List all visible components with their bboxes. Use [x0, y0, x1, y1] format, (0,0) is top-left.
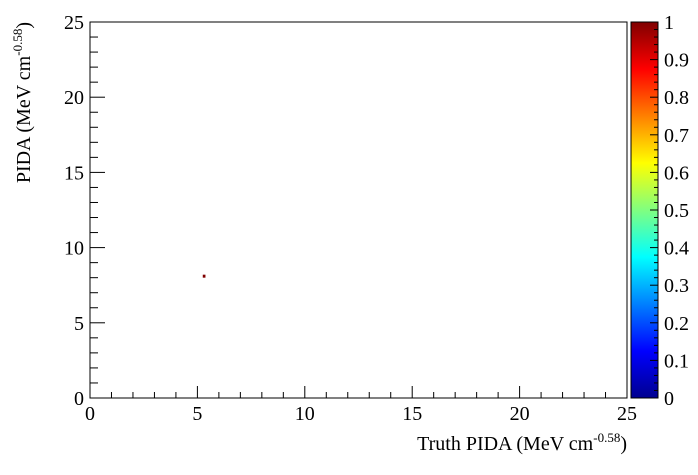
colorbar-tick-label-7: 0.7	[664, 125, 689, 147]
colorbar-tick-label-4: 0.4	[664, 238, 689, 260]
y-tick-label-1: 5	[74, 313, 84, 335]
colorbar-tick-label-8: 0.8	[664, 87, 689, 109]
y-tick-label-0: 0	[74, 388, 84, 410]
y-tick-label-3: 15	[64, 162, 84, 184]
colorbar-tick-label-3: 0.3	[664, 275, 689, 297]
colorbar-tick-label-1: 0.1	[664, 350, 689, 372]
x-tick-label-0: 0	[85, 403, 95, 425]
colorbar-tick-label-10: 1	[664, 12, 674, 34]
colorbar-tick-label-5: 0.5	[664, 200, 689, 222]
x-tick-label-5: 25	[617, 403, 637, 425]
heatmap-bins	[202, 274, 206, 278]
x-axis: 0 5 10 15 20 25	[85, 386, 637, 425]
colorbar-tick-label-2: 0.2	[664, 313, 689, 335]
y-tick-label-5: 25	[64, 12, 84, 34]
colorbar-tick-label-0: 0	[664, 388, 674, 410]
y-tick-label-2: 10	[64, 238, 84, 260]
y-axis: 0 5 10 15 20 25	[64, 12, 105, 410]
x-tick-label-4: 20	[510, 403, 530, 425]
colorbar-axis: 0 0.1 0.2 0.3 0.4 0.5 0.6 0.7 0.8 0.9 1	[650, 12, 689, 410]
y-tick-label-4: 20	[64, 87, 84, 109]
heatmap-bin-0	[202, 274, 206, 278]
x-tick-label-2: 10	[295, 403, 315, 425]
plot-frame	[89, 21, 628, 399]
x-tick-label-3: 15	[402, 403, 422, 425]
x-axis-label: Truth PIDA (MeV cm-0.58)	[417, 430, 627, 455]
colorbar-tick-label-9: 0.9	[664, 50, 689, 72]
colorbar-tick-label-6: 0.6	[664, 162, 689, 184]
x-tick-label-1: 5	[192, 403, 202, 425]
y-axis-label: PIDA (MeV cm-0.58)	[10, 22, 35, 183]
